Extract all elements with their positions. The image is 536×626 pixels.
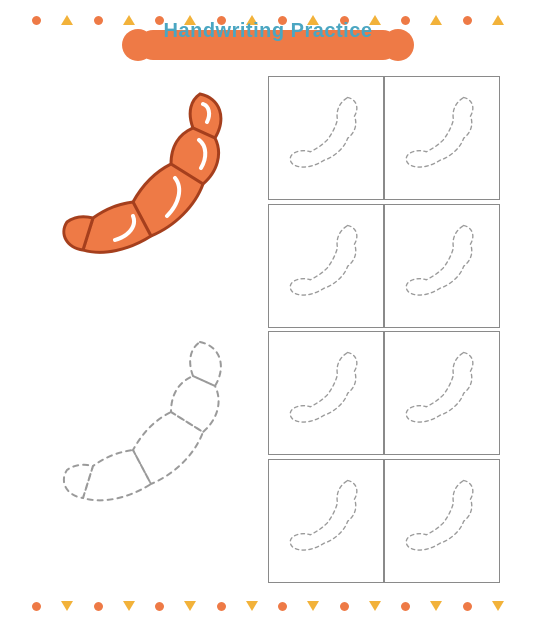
title-ribbon: Handwriting Practice	[138, 30, 399, 60]
pattern-dot	[217, 602, 226, 611]
tracing-cell	[268, 331, 384, 455]
pattern-dot	[340, 602, 349, 611]
tracing-cell	[268, 204, 384, 328]
pattern-triangle	[307, 601, 319, 611]
croissant-trace-large-icon	[45, 324, 245, 554]
ribbon-cap-left	[122, 29, 154, 61]
pattern-triangle	[430, 601, 442, 611]
bottom-border-pattern	[32, 600, 504, 612]
pattern-dot	[94, 602, 103, 611]
pattern-triangle	[369, 601, 381, 611]
tracing-cell	[384, 76, 500, 200]
tracing-cell	[268, 76, 384, 200]
pattern-triangle	[184, 601, 196, 611]
page-title: Handwriting Practice	[164, 20, 373, 43]
pattern-triangle	[430, 15, 442, 25]
pattern-triangle	[123, 601, 135, 611]
pattern-dot	[401, 16, 410, 25]
left-column	[36, 76, 254, 586]
tracing-cell	[268, 459, 384, 583]
pattern-triangle	[492, 601, 504, 611]
tracing-cell	[384, 459, 500, 583]
pattern-dot	[463, 602, 472, 611]
tracing-grid	[268, 76, 500, 586]
pattern-dot	[32, 16, 41, 25]
worksheet-content	[36, 76, 500, 586]
pattern-triangle	[492, 15, 504, 25]
pattern-triangle	[123, 15, 135, 25]
pattern-triangle	[246, 601, 258, 611]
pattern-dot	[278, 602, 287, 611]
pattern-triangle	[61, 15, 73, 25]
ribbon-cap-right	[382, 29, 414, 61]
pattern-dot	[32, 602, 41, 611]
tracing-cell	[384, 331, 500, 455]
croissant-illustration	[45, 76, 245, 306]
title-area: Handwriting Practice	[0, 30, 536, 60]
pattern-dot	[94, 16, 103, 25]
large-tracing-outline	[45, 324, 245, 554]
pattern-dot	[401, 602, 410, 611]
tracing-cell	[384, 204, 500, 328]
pattern-dot	[463, 16, 472, 25]
croissant-icon	[45, 76, 245, 306]
pattern-dot	[155, 602, 164, 611]
pattern-triangle	[61, 601, 73, 611]
